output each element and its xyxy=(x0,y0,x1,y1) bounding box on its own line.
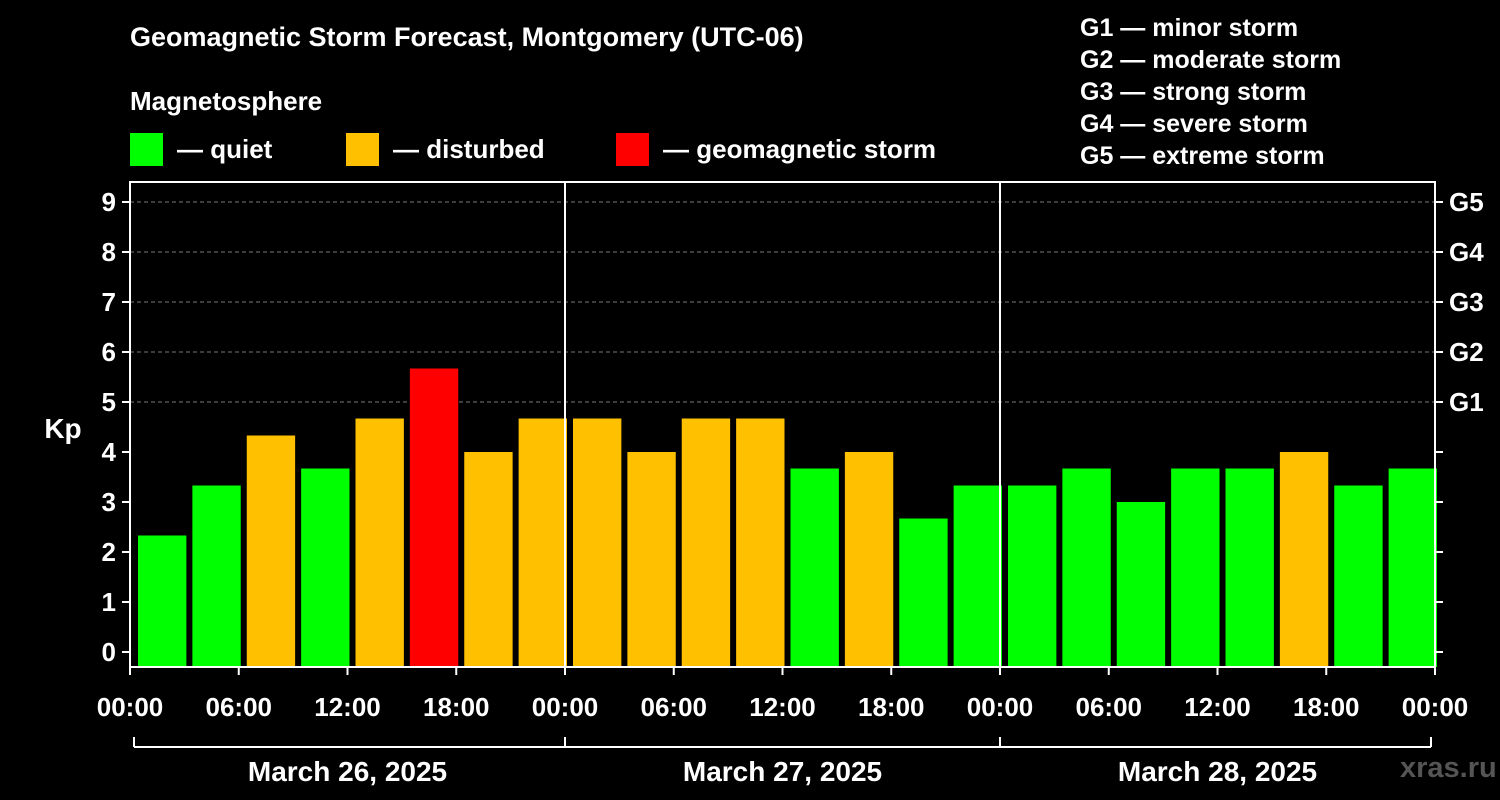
kp-bar xyxy=(1225,468,1274,667)
kp-bar xyxy=(627,452,676,667)
g-scale-item: G3 — strong storm xyxy=(1080,78,1307,106)
x-tick-label: 00:00 xyxy=(532,692,599,722)
legend-disturbed-label: — disturbed xyxy=(393,133,545,164)
kp-bar xyxy=(1008,485,1057,667)
chart-title: Geomagnetic Storm Forecast, Montgomery (… xyxy=(130,22,804,52)
credit-text: xras.ru xyxy=(1400,752,1497,784)
date-label: March 28, 2025 xyxy=(1118,756,1317,787)
legend-disturbed: — disturbed xyxy=(346,132,545,166)
y-tick-label: 9 xyxy=(102,187,116,217)
y-tick-label: 2 xyxy=(102,537,116,567)
kp-bar xyxy=(246,435,296,667)
y-tick-label: 3 xyxy=(102,487,116,517)
g-level-label: G1 xyxy=(1449,387,1484,417)
kp-bar xyxy=(844,452,894,667)
g-level-label: G4 xyxy=(1449,237,1484,267)
x-tick-label: 18:00 xyxy=(423,692,490,722)
y-tick-label: 6 xyxy=(102,337,116,367)
kp-bar xyxy=(1171,468,1220,667)
y-tick-label: 0 xyxy=(102,637,116,667)
g-scale-legend: G1 — minor storm G2 — moderate storm G3 … xyxy=(1080,12,1341,172)
kp-bar xyxy=(1388,468,1437,667)
kp-bar xyxy=(1279,452,1329,667)
x-tick-label: 12:00 xyxy=(749,692,816,722)
kp-bar xyxy=(355,418,404,667)
legend-quiet-swatch xyxy=(130,132,163,166)
kp-bar xyxy=(409,368,459,667)
kp-bar xyxy=(464,452,513,667)
legend-quiet-label: — quiet xyxy=(177,133,273,164)
g-scale-item: G2 — moderate storm xyxy=(1080,46,1342,74)
g-scale-item: G4 — severe storm xyxy=(1080,110,1308,138)
legend-storm: — geomagnetic storm xyxy=(616,132,936,166)
legend-disturbed-swatch xyxy=(346,132,379,166)
x-tick-label: 06:00 xyxy=(206,692,273,722)
kp-bar xyxy=(1116,502,1166,667)
kp-bar xyxy=(953,485,1002,667)
g-level-label: G5 xyxy=(1449,187,1484,217)
y-tick-label: 1 xyxy=(102,587,116,617)
kp-bar xyxy=(1334,485,1383,667)
kp-bar xyxy=(1062,468,1111,667)
kp-bar xyxy=(790,468,839,667)
x-tick-label: 18:00 xyxy=(858,692,925,722)
x-tick-label: 06:00 xyxy=(1076,692,1143,722)
y-tick-label: 7 xyxy=(102,287,116,317)
y-tick-label: 8 xyxy=(102,237,116,267)
x-tick-label: 18:00 xyxy=(1293,692,1360,722)
kp-bar xyxy=(301,468,350,667)
chart-subtitle: Magnetosphere xyxy=(130,86,323,116)
g-scale-item: G1 — minor storm xyxy=(1080,14,1299,42)
y-tick-label: 5 xyxy=(102,387,116,417)
x-tick-label: 12:00 xyxy=(1184,692,1251,722)
x-tick-label: 00:00 xyxy=(967,692,1034,722)
legend-storm-label: — geomagnetic storm xyxy=(663,133,937,164)
x-tick-label: 06:00 xyxy=(641,692,708,722)
g-level-label: G2 xyxy=(1449,337,1484,367)
y-axis-label: Kp xyxy=(44,413,81,444)
kp-bar xyxy=(573,418,622,667)
g-scale-item: G5 — extreme storm xyxy=(1080,142,1325,170)
x-tick-label: 00:00 xyxy=(1402,692,1469,722)
kp-bar xyxy=(736,418,785,667)
x-tick-label: 12:00 xyxy=(314,692,381,722)
date-label: March 27, 2025 xyxy=(683,756,882,787)
kp-bar xyxy=(192,485,241,667)
kp-bar xyxy=(681,418,731,667)
y-tick-label: 4 xyxy=(102,437,117,467)
x-tick-label: 00:00 xyxy=(97,692,164,722)
date-label: March 26, 2025 xyxy=(248,756,447,787)
legend-quiet: — quiet xyxy=(130,132,272,166)
g-level-label: G3 xyxy=(1449,287,1484,317)
kp-bar xyxy=(138,535,187,667)
legend-storm-swatch xyxy=(616,132,649,166)
kp-bar xyxy=(899,518,948,667)
kp-bar xyxy=(518,418,567,667)
